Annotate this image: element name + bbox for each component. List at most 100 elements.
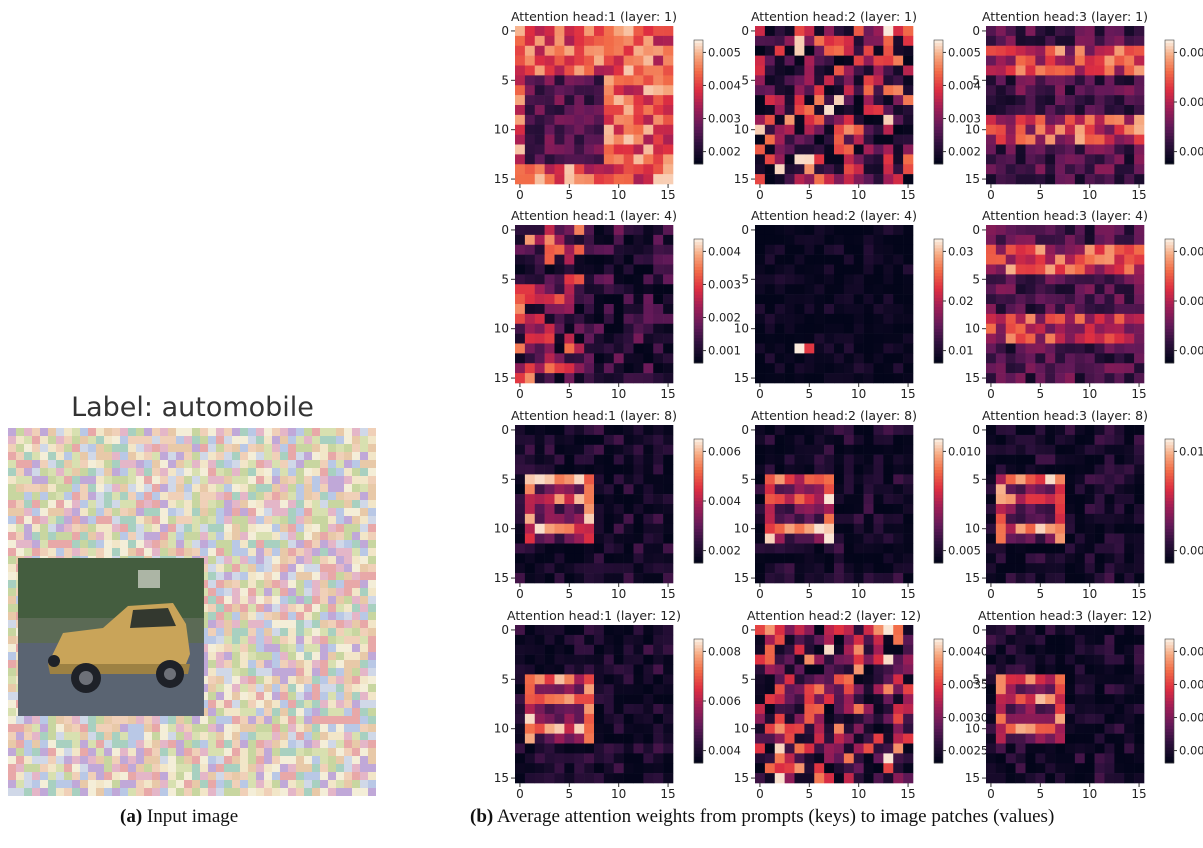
heatmap-cell [524, 85, 536, 96]
heatmap-cell [515, 294, 526, 305]
heatmap-cell [1134, 174, 1145, 185]
heatmap-cell [903, 26, 914, 37]
heatmap-cell [633, 664, 644, 675]
x-tick-label: 15 [900, 387, 915, 401]
heatmap-cell [594, 573, 605, 584]
heatmap-cell [1084, 543, 1095, 554]
heatmap-cell [653, 234, 664, 246]
heatmap-cell [1065, 225, 1076, 236]
heatmap-cell [804, 753, 815, 764]
y-tick-label: 0 [972, 24, 980, 38]
heatmap-cell [995, 563, 1007, 574]
heatmap-cell [1035, 313, 1046, 325]
heatmap-cell [853, 45, 864, 56]
heatmap-cell [554, 494, 565, 505]
heatmap-cell [524, 763, 536, 774]
heatmap-cell [663, 513, 674, 525]
heatmap-cell [603, 323, 615, 334]
heatmap-cell [1104, 704, 1115, 715]
heatmap-cell [1015, 444, 1026, 455]
heatmap-cell [814, 313, 825, 325]
heatmap-cell [873, 733, 884, 744]
heatmap-cell [774, 474, 785, 485]
heatmap-cell [564, 723, 575, 734]
heatmap-cell [515, 484, 526, 495]
heatmap-cell [804, 353, 815, 364]
heatmap-cell [1104, 425, 1115, 436]
heatmap-cell [834, 45, 845, 56]
heatmap-cell [986, 513, 997, 525]
heatmap-cell [544, 733, 555, 744]
heatmap-cell [1025, 713, 1036, 725]
heatmap-cell [594, 713, 605, 725]
heatmap-cell [1025, 773, 1036, 784]
heatmap-cell [653, 625, 664, 636]
heatmap-cell [764, 474, 776, 485]
heatmap-cell [524, 294, 536, 305]
heatmap-cell [1074, 363, 1086, 374]
heatmap-cell [623, 634, 634, 646]
heatmap-cell [653, 494, 664, 505]
heatmap-cell [564, 634, 575, 646]
heatmap-cell [663, 763, 674, 774]
heatmap-cell [784, 543, 795, 554]
heatmap-cell [834, 444, 845, 455]
heatmap-cell [903, 444, 914, 455]
heatmap-cell [1025, 543, 1036, 554]
heatmap-cell [1005, 713, 1016, 725]
heatmap-cell [584, 333, 595, 344]
heatmap-cell [643, 425, 654, 436]
heatmap-cell [784, 664, 795, 675]
heatmap-cell [863, 674, 874, 685]
heatmap-cell [603, 773, 615, 784]
heatmap-cell [1114, 323, 1125, 334]
heatmap-cell [794, 174, 805, 185]
heatmap-cell [1065, 704, 1076, 715]
heatmap-cell [524, 134, 536, 145]
heatmap-cell [794, 723, 805, 734]
heatmap-cell [834, 274, 845, 285]
heatmap-cell [903, 634, 914, 646]
heatmap-cell [843, 95, 855, 106]
heatmap-cell [784, 363, 795, 374]
heatmap-cell [794, 284, 805, 295]
heatmap-cell [594, 533, 605, 544]
heatmap-cell [1045, 174, 1056, 185]
heatmap-cell [1025, 284, 1036, 295]
heatmap-cell [995, 174, 1007, 185]
heatmap-cell [1084, 625, 1095, 636]
heatmap-cell [863, 363, 874, 374]
heatmap-cell [764, 513, 776, 525]
heatmap-cell [784, 573, 795, 584]
heatmap-cell [995, 723, 1007, 734]
heatmap-cell [1035, 274, 1046, 285]
heatmap-cell [643, 284, 654, 295]
heatmap-cell [524, 494, 536, 505]
y-tick-label: 5 [501, 73, 509, 87]
heatmap-cell [515, 313, 526, 325]
heatmap-cell [653, 464, 664, 475]
heatmap-cell [584, 704, 595, 715]
heatmap-cell [1005, 373, 1016, 384]
heatmap-cell [574, 713, 585, 725]
heatmap-cell [1065, 95, 1076, 106]
heatmap-cell [554, 464, 565, 475]
heatmap-cell [515, 425, 526, 436]
heatmap-cell [986, 65, 997, 76]
heatmap-cell [534, 543, 545, 554]
heatmap-cell [1124, 654, 1135, 665]
heatmap-cell [1124, 733, 1135, 744]
heatmap-cell [594, 553, 605, 564]
heatmap-cell [1035, 773, 1046, 784]
heatmap-cell [1065, 333, 1076, 344]
heatmap-cell [1045, 373, 1056, 384]
heatmap-cell [1094, 464, 1105, 475]
heatmap-cell [863, 553, 874, 564]
heatmap-cell [1084, 533, 1095, 544]
heatmap-cell [1114, 164, 1125, 175]
heatmap-cell [1015, 543, 1026, 554]
heatmap-cell [903, 533, 914, 544]
heatmap-cell [633, 225, 644, 236]
heatmap-cell [853, 134, 864, 145]
heatmap-cell [584, 274, 595, 285]
